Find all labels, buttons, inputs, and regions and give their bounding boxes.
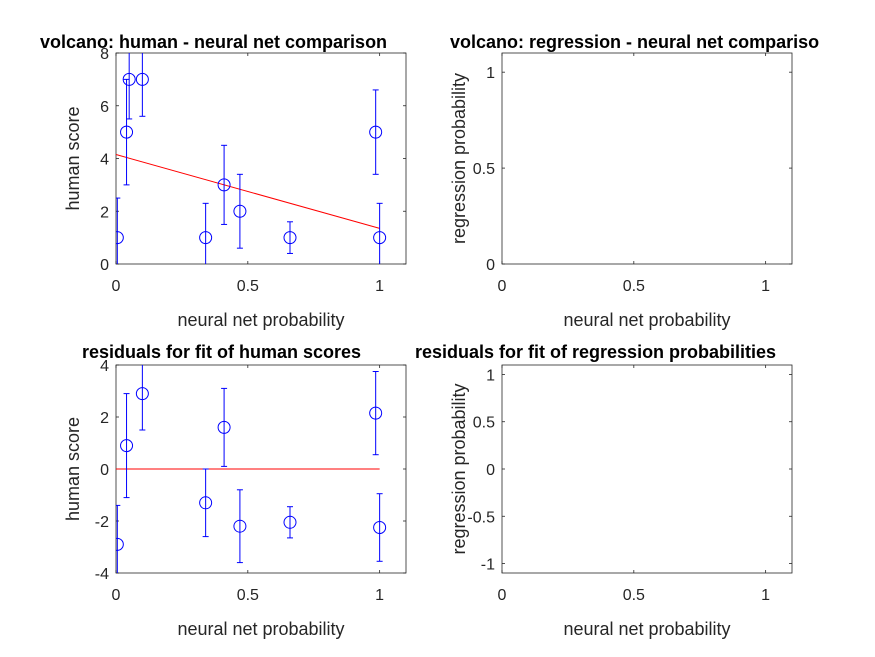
chart-title: residuals for fit of regression probabil… [415, 342, 776, 362]
y-tick-label: 2 [100, 204, 109, 221]
data-point [120, 125, 134, 139]
x-tick-label: 0 [112, 587, 121, 604]
subplot-2: 0 0.5 1 0 0.5 1 neural net probability regressi… [449, 32, 819, 330]
data-point [116, 231, 124, 245]
x-tick-label: 0.5 [623, 278, 645, 295]
axes-box [115, 52, 407, 265]
data-point [233, 204, 247, 218]
chart-title: residuals for fit of human scores [82, 342, 361, 362]
fit-line [115, 154, 380, 229]
y-tick-label: 4 [100, 358, 109, 375]
x-tick-label: 1 [761, 587, 770, 604]
y-tick-label: 0 [100, 462, 109, 479]
x-tick-label: 1 [761, 278, 770, 295]
data-point [122, 72, 136, 86]
x-tick-label: 0 [498, 587, 507, 604]
x-axis-label: neural net probability [563, 310, 730, 330]
y-tick-label: 0.5 [473, 161, 495, 178]
data-point [373, 231, 387, 245]
y-tick-label: -0.5 [467, 509, 495, 526]
data-points [116, 53, 387, 264]
data-point [120, 439, 134, 453]
x-axis-label: neural net probability [563, 619, 730, 639]
subplot-4: 0 0.5 1 -1 -0.5 0 0.5 1 neural net probability re… [415, 342, 793, 639]
data-point [283, 515, 297, 529]
x-tick-label: 1 [375, 587, 384, 604]
x-tick-label: 0.5 [237, 587, 259, 604]
data-point [135, 387, 149, 401]
y-tick-label: -4 [95, 566, 109, 583]
data-point [199, 496, 213, 510]
axes-box [501, 364, 793, 574]
y-tick-label: 1 [486, 65, 495, 82]
x-tick-label: 1 [375, 278, 384, 295]
y-tick-label: -1 [481, 557, 495, 574]
x-tick-label: 0.5 [237, 278, 259, 295]
data-point [369, 406, 383, 420]
data-point [373, 521, 387, 534]
x-tick-label: 0 [498, 278, 507, 295]
y-tick-label: 4 [100, 152, 109, 169]
data-point [217, 420, 231, 434]
y-tick-label: 1 [486, 367, 495, 384]
y-tick-label: 0 [100, 257, 109, 274]
chart-title: volcano: human - neural net comparison [40, 32, 387, 52]
y-tick-label: 8 [100, 46, 109, 63]
data-point [369, 125, 383, 139]
data-point [217, 178, 231, 192]
y-tick-label: 6 [100, 99, 109, 116]
x-axis-label: neural net probability [177, 310, 344, 330]
y-tick-label: 0.5 [473, 415, 495, 432]
data-point [116, 537, 124, 551]
x-axis-label: neural net probability [177, 619, 344, 639]
y-axis-label: regression probability [449, 73, 469, 244]
x-tick-label: 0.5 [623, 587, 645, 604]
chart-title: volcano: regression - neural net compari… [450, 32, 819, 52]
y-axis-label: human score [63, 417, 83, 521]
x-tick-label: 0 [112, 278, 121, 295]
data-point [283, 231, 297, 245]
data-point [199, 231, 213, 245]
y-tick-label: 0 [486, 462, 495, 479]
subplot-1: 0 0.5 1 0 2 4 6 8 neural net probability human sc… [40, 32, 407, 330]
y-tick-label: 0 [486, 257, 495, 274]
subplot-3: 0 0.5 1 -4 -2 0 2 4 neural net probability human … [63, 342, 407, 639]
y-tick-label: 2 [100, 410, 109, 427]
axes-box [501, 52, 793, 265]
y-axis-label: regression probability [449, 383, 469, 554]
data-point [135, 72, 149, 86]
data-point [233, 519, 247, 533]
data-points [116, 365, 387, 573]
y-tick-label: -2 [95, 514, 109, 531]
y-axis-label: human score [63, 106, 83, 210]
